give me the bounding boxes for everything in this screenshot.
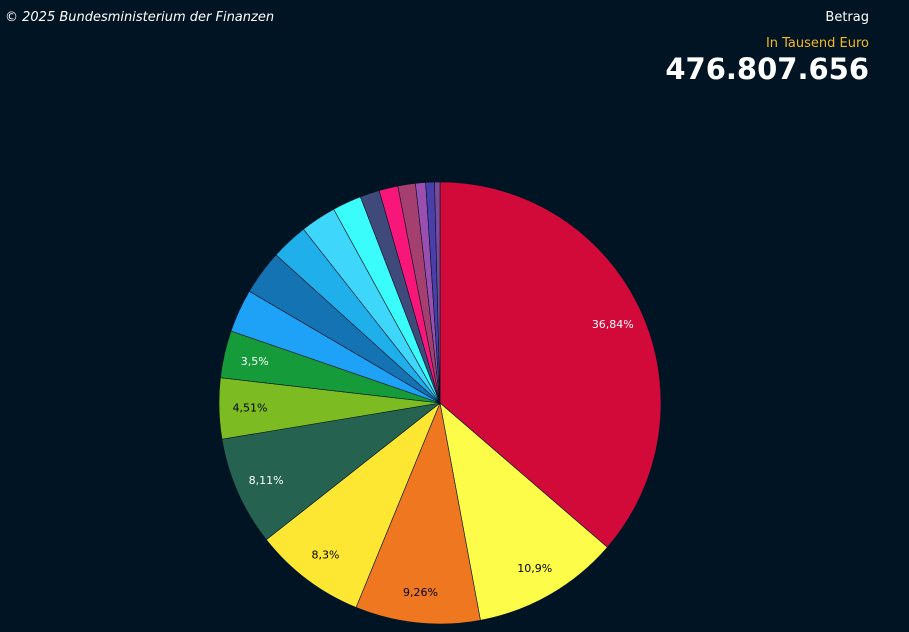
pie-slice-3[interactable] (355, 401, 481, 625)
measure-label: Betrag (825, 10, 869, 25)
pie-slice-label-3: 9,26% (403, 586, 438, 599)
pie-slice-18[interactable] (434, 181, 441, 404)
pie-slice-4[interactable] (265, 402, 441, 608)
pie-slice-label-4: 8,3% (312, 549, 340, 562)
total-value: 476.807.656 (665, 52, 869, 86)
copyright-notice: © 2025 Bundesministerium der Finanzen (5, 10, 275, 25)
unit-label: In Tausend Euro (765, 36, 869, 51)
pie-slice-label-2: 10,9% (517, 562, 552, 575)
pie-slice-5[interactable] (221, 402, 441, 541)
pie-slice-label-7: 3,5% (241, 355, 269, 368)
pie-slice-label-5: 8,11% (249, 474, 284, 487)
total-summary: Betrag In Tausend Euro 476.807.656 (665, 9, 869, 85)
pie-slice-2[interactable] (439, 402, 608, 621)
pie-slice-label-1: 36,84% (592, 318, 634, 331)
pie-slice-1[interactable] (439, 181, 662, 548)
pie-slice-label-6: 4,51% (233, 402, 268, 415)
